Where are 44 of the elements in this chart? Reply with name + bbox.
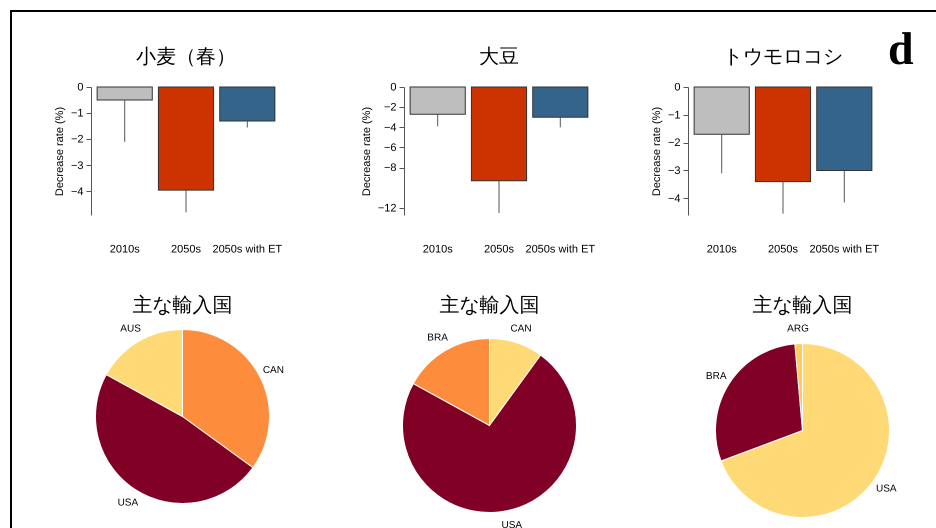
slice-label: CAN — [510, 323, 532, 334]
chart-title: トウモロコシ — [723, 44, 843, 68]
y-tick-label: −4 — [668, 192, 680, 205]
y-tick-label: 0 — [77, 82, 84, 94]
x-tick-label: 2050s with ET — [809, 244, 880, 256]
x-tick-label: 2050s — [484, 244, 514, 256]
y-tick-label: −4 — [70, 186, 84, 198]
slice-label: BRA — [427, 332, 448, 344]
x-tick-label: 2010s — [422, 244, 454, 256]
y-axis-title: Decrease rate (%) — [360, 106, 373, 196]
y-tick-label: 0 — [390, 82, 396, 94]
x-tick-label: 2050s with ET — [212, 244, 282, 256]
text: d — [888, 22, 914, 75]
chart-title: 主な輸入国 — [752, 292, 852, 317]
x-tick-label: 2050s — [171, 244, 202, 256]
chart-title: 主な輸入国 — [132, 292, 232, 317]
y-tick-label: −8 — [384, 162, 396, 174]
slice-label: BRA — [706, 371, 727, 382]
x-tick-label: 2050s with ET — [525, 244, 596, 256]
x-tick-label: 2050s — [768, 244, 798, 256]
y-tick-label: −2 — [70, 134, 84, 146]
y-axis-title: Decrease rate (%) — [650, 106, 663, 196]
y-tick-label: −1 — [668, 109, 680, 122]
slice-label: ARG — [787, 324, 810, 335]
y-tick-label: −12 — [378, 202, 396, 214]
chart-title: 小麦（春） — [136, 44, 236, 68]
y-tick-label: −2 — [384, 102, 396, 114]
y-tick-label: −6 — [384, 142, 396, 154]
x-tick-label: 2010s — [110, 244, 140, 256]
slice-label: USA — [501, 520, 522, 528]
x-tick-label: 2010s — [706, 244, 738, 256]
slice-label: USA — [118, 498, 138, 509]
slice-label: USA — [876, 484, 897, 495]
y-tick-label: −2 — [668, 137, 680, 150]
chart-title: 主な輸入国 — [440, 292, 540, 316]
y-tick-label: −3 — [70, 160, 84, 172]
y-axis-title: Decrease rate (%) — [54, 106, 66, 196]
chart-title: 大豆 — [479, 44, 519, 68]
y-tick-label: −1 — [70, 108, 84, 120]
slice-label: CAN — [262, 365, 284, 376]
y-tick-label: 0 — [674, 82, 680, 94]
y-tick-label: −4 — [384, 122, 396, 134]
slice-label: AUS — [120, 324, 142, 335]
y-tick-label: −3 — [668, 164, 680, 177]
